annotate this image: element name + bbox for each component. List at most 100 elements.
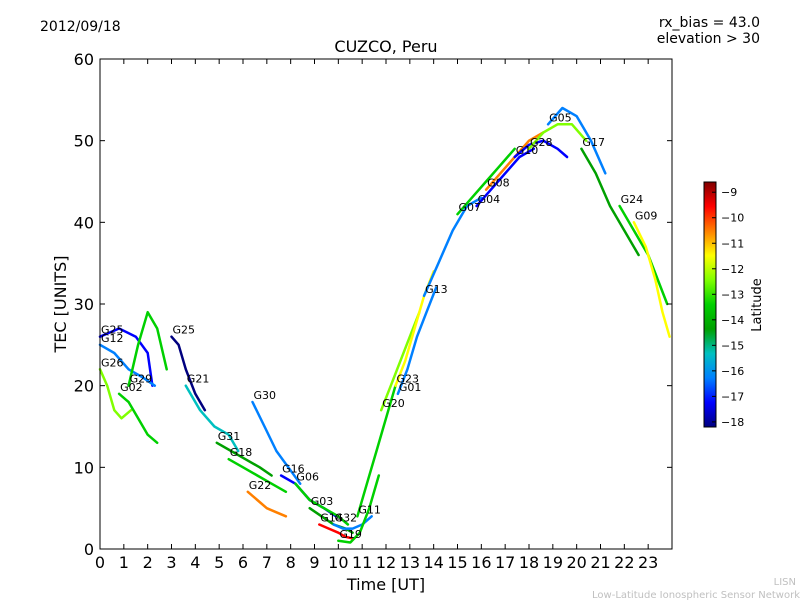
colorbar-tick-label: −11 (721, 237, 744, 250)
series-label-g22: G22 (249, 479, 272, 492)
x-tick-label: 22 (614, 553, 634, 572)
series-label-g25b: G25 (173, 324, 196, 337)
series-line-g10 (513, 139, 569, 159)
series-line-g17 (580, 147, 640, 257)
chart-title: CUZCO, Peru (334, 37, 437, 56)
x-tick-label: 8 (286, 553, 296, 572)
x-tick-label: 20 (566, 553, 586, 572)
colorbar-label: Latitude (750, 278, 765, 332)
series-line-g25b (170, 335, 207, 412)
series-label-g07: G07 (459, 201, 482, 214)
y-tick-label: 40 (74, 213, 94, 232)
series-layer (98, 106, 671, 544)
series-line-g29 (127, 310, 168, 387)
y-tick-label: 60 (74, 50, 94, 69)
colorbar-tick-label: −12 (721, 263, 744, 276)
series-line-g22 (246, 490, 288, 518)
series-line-g14 (318, 523, 354, 540)
x-tick-label: 21 (590, 553, 610, 572)
footer-network: Low-Latitude Ionospheric Sensor Network (592, 590, 800, 600)
colorbar-tick-label: −17 (721, 390, 744, 403)
series-label-g19: G19 (339, 528, 362, 541)
colorbar-tick-label: −9 (721, 186, 737, 199)
y-tick-label: 0 (84, 540, 94, 559)
series-label-g13: G13 (425, 283, 448, 296)
x-tick-label: 5 (214, 553, 224, 572)
series-line-g19 (337, 474, 381, 544)
plot-frame (99, 58, 673, 550)
series-label-g11: G11 (358, 503, 381, 516)
series-label-g20: G20 (382, 397, 405, 410)
series-line-g06 (294, 482, 350, 526)
x-tick-label: 7 (262, 553, 272, 572)
series-line-g01 (396, 286, 438, 396)
y-tick-label: 20 (74, 377, 94, 396)
date-label: 2012/09/18 (40, 19, 121, 35)
x-tick-label: 13 (400, 553, 420, 572)
y-tick-label: 30 (74, 295, 94, 314)
series-line-g04 (475, 147, 536, 208)
colorbar-tick-label: −13 (721, 288, 744, 301)
series-line-g20 (379, 310, 421, 412)
colorbar (703, 181, 717, 428)
series-label-g08: G08 (487, 177, 510, 190)
series-label-g02: G02 (120, 381, 143, 394)
x-tick-label: 19 (543, 553, 563, 572)
series-label-g21: G21 (187, 373, 210, 386)
x-tick-label: 2 (143, 553, 153, 572)
series-line-g18 (227, 457, 288, 494)
x-tick-label: 10 (328, 553, 348, 572)
series-label-g23: G23 (397, 373, 420, 386)
y-tick-label: 50 (74, 132, 94, 151)
x-tick-label: 11 (352, 553, 372, 572)
series-label-g28: G28 (530, 136, 553, 149)
colorbar-tick-label: −18 (721, 416, 744, 429)
series-label-layer: G25G12G26G02G29G25G21G30G31G18G22G16G06G… (101, 111, 657, 540)
series-label-g03: G03 (311, 495, 334, 508)
x-tick-label: 3 (166, 553, 176, 572)
series-label-g29: G29 (130, 373, 153, 386)
series-label-g26: G26 (101, 356, 124, 369)
series-line-g25 (98, 327, 154, 387)
series-line-g07 (456, 147, 516, 216)
series-label-g05: G05 (549, 111, 572, 124)
series-label-g25: G25 (101, 324, 124, 337)
series-line-g12 (98, 343, 157, 387)
series-label-g06: G06 (296, 471, 319, 484)
series-line-g30 (251, 400, 302, 485)
series-label-g17: G17 (582, 136, 605, 149)
series-line-g09 (632, 221, 671, 338)
colorbar-tick-label: −14 (721, 314, 744, 327)
series-label-g30: G30 (254, 389, 277, 402)
series-label-g01: G01 (399, 381, 422, 394)
series-line-g02 (117, 392, 159, 445)
series-label-g12: G12 (101, 332, 124, 345)
x-tick-label: 23 (638, 553, 658, 572)
x-tick-label: 17 (495, 553, 515, 572)
series-line-g28 (527, 123, 588, 151)
series-label-g09: G09 (635, 209, 658, 222)
colorbar-tick-label: −10 (721, 212, 744, 225)
x-axis: 0 1 2 3 4 5 6 7 8 9 10 11 12 13 14 15 16 17 18 19 20 21 22 23 (95, 59, 658, 572)
series-line-g05 (546, 106, 607, 175)
series-label-g16: G16 (282, 463, 305, 476)
series-label-g10: G10 (516, 144, 539, 157)
series-line-g11 (356, 384, 397, 518)
series-line-g26 (98, 368, 133, 420)
x-tick-label: 16 (471, 553, 491, 572)
series-line-g31 (215, 441, 273, 477)
series-label-g32: G32 (335, 512, 358, 525)
x-tick-label: 15 (447, 553, 467, 572)
colorbar-ticks: −9 −10 −11 −12 −13 −14 −15 −16 −17 −18 (712, 186, 744, 429)
y-tick-label: 10 (74, 458, 94, 477)
x-tick-label: 12 (376, 553, 396, 572)
x-tick-label: 4 (190, 553, 200, 572)
x-tick-label: 18 (519, 553, 539, 572)
elevation-label: elevation > 30 (657, 31, 760, 47)
x-tick-label: 14 (423, 553, 443, 572)
footer-lisn: LISN (774, 577, 796, 588)
series-label-g24: G24 (621, 193, 644, 206)
x-axis-label: Time [UT] (346, 575, 425, 594)
x-tick-label: 1 (119, 553, 129, 572)
